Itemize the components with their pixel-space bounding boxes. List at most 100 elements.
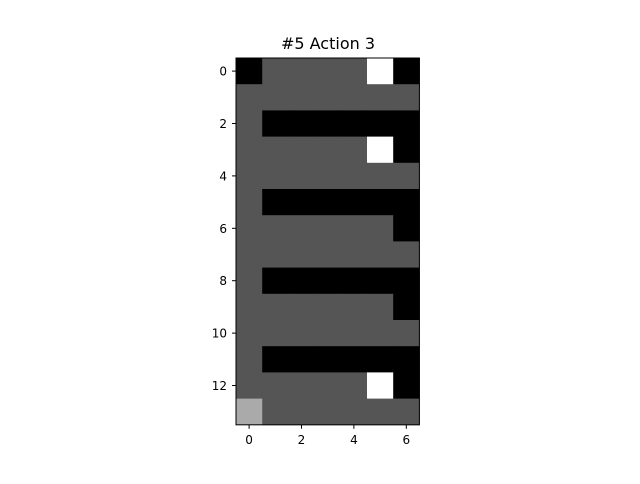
heatmap-cell-r11-c1 — [262, 346, 289, 373]
heatmap-cells — [236, 58, 420, 426]
heatmap-cell-r2-c1 — [262, 110, 289, 137]
y-tick-label-0: 0 — [219, 65, 227, 79]
heatmap-cell-r0-c6 — [393, 58, 420, 85]
heatmap-cell-r2-c3 — [314, 110, 342, 137]
heatmap-cell-r6-c3 — [314, 215, 342, 242]
heatmap-cell-r1-c3 — [314, 84, 342, 111]
heatmap-cell-r5-c5 — [367, 189, 394, 216]
x-tick-label-4: 4 — [350, 433, 358, 447]
heatmap-cell-r3-c6 — [393, 136, 420, 164]
heatmap-cell-r0-c4 — [340, 58, 368, 85]
heatmap-cell-r13-c4 — [340, 398, 368, 426]
heatmap-cell-r10-c5 — [367, 320, 394, 347]
heatmap-cell-r5-c3 — [314, 189, 342, 216]
heatmap-cell-r2-c2 — [288, 110, 315, 137]
heatmap-cell-r7-c0 — [236, 241, 263, 268]
heatmap-cell-r7-c5 — [367, 241, 394, 268]
heatmap-cell-r7-c4 — [340, 241, 368, 268]
heatmap-cell-r0-c1 — [262, 58, 289, 85]
y-tick-label-12: 12 — [212, 379, 227, 393]
heatmap-cell-r12-c6 — [393, 372, 420, 399]
plot-title: #5 Action 3 — [281, 34, 375, 53]
heatmap-cell-r13-c3 — [314, 398, 342, 426]
heatmap-cell-r3-c2 — [288, 136, 315, 164]
heatmap-cell-r11-c2 — [288, 346, 315, 373]
heatmap-cell-r1-c0 — [236, 84, 263, 111]
heatmap-cell-r13-c1 — [262, 398, 289, 426]
heatmap-cell-r11-c5 — [367, 346, 394, 373]
y-tick-label-4: 4 — [219, 169, 227, 183]
y-tick-label-2: 2 — [219, 117, 227, 131]
y-tick-label-8: 8 — [219, 274, 227, 288]
heatmap-cell-r8-c5 — [367, 267, 394, 295]
heatmap-cell-r9-c3 — [314, 293, 342, 321]
heatmap-cell-r8-c2 — [288, 267, 315, 295]
heatmap-cell-r6-c6 — [393, 215, 420, 242]
heatmap-cell-r3-c5 — [367, 136, 394, 164]
heatmap-cell-r10-c1 — [262, 320, 289, 347]
heatmap-cell-r9-c5 — [367, 293, 394, 321]
heatmap-cell-r4-c1 — [262, 162, 289, 190]
heatmap-cell-r8-c1 — [262, 267, 289, 295]
heatmap-cell-r0-c2 — [288, 58, 315, 85]
heatmap-cell-r2-c0 — [236, 110, 263, 137]
heatmap-cell-r6-c2 — [288, 215, 315, 242]
heatmap-cell-r4-c0 — [236, 162, 263, 190]
heatmap-cell-r10-c0 — [236, 320, 263, 347]
heatmap-cell-r10-c6 — [393, 320, 420, 347]
heatmap-cell-r9-c0 — [236, 293, 263, 321]
heatmap-cell-r6-c5 — [367, 215, 394, 242]
heatmap-cell-r6-c1 — [262, 215, 289, 242]
heatmap-cell-r10-c4 — [340, 320, 368, 347]
heatmap-cell-r7-c6 — [393, 241, 420, 268]
heatmap-cell-r3-c1 — [262, 136, 289, 164]
heatmap-cell-r3-c4 — [340, 136, 368, 164]
heatmap-cell-r13-c5 — [367, 398, 394, 426]
x-tick-label-0: 0 — [245, 433, 253, 447]
heatmap-cell-r1-c4 — [340, 84, 368, 111]
heatmap-cell-r5-c0 — [236, 189, 263, 216]
heatmap-cell-r3-c0 — [236, 136, 263, 164]
heatmap-cell-r8-c6 — [393, 267, 420, 295]
heatmap-cell-r11-c6 — [393, 346, 420, 373]
heatmap-cell-r7-c2 — [288, 241, 315, 268]
heatmap-cell-r5-c1 — [262, 189, 289, 216]
heatmap-cell-r1-c1 — [262, 84, 289, 111]
heatmap-cell-r12-c2 — [288, 372, 315, 399]
heatmap-cell-r13-c0 — [236, 398, 263, 426]
heatmap-cell-r2-c5 — [367, 110, 394, 137]
heatmap-cell-r2-c4 — [340, 110, 368, 137]
heatmap-cell-r12-c5 — [367, 372, 394, 399]
heatmap-cell-r0-c0 — [236, 58, 263, 85]
heatmap-cell-r1-c6 — [393, 84, 420, 111]
heatmap-cell-r12-c1 — [262, 372, 289, 399]
x-axis: 0 2 4 6 — [245, 424, 410, 447]
heatmap-cell-r8-c3 — [314, 267, 342, 295]
heatmap-cell-r10-c3 — [314, 320, 342, 347]
heatmap-cell-r11-c3 — [314, 346, 342, 373]
heatmap-cell-r13-c2 — [288, 398, 315, 426]
heatmap-cell-r10-c2 — [288, 320, 315, 347]
heatmap-cell-r9-c6 — [393, 293, 420, 321]
plot-frame — [235, 57, 420, 426]
heatmap-cell-r13-c6 — [393, 398, 420, 426]
y-axis: 0 2 4 6 8 10 12 — [212, 65, 236, 393]
heatmap-cell-r5-c2 — [288, 189, 315, 216]
heatmap-cell-r4-c4 — [340, 162, 368, 190]
heatmap-cell-r4-c6 — [393, 162, 420, 190]
heatmap-cell-r4-c5 — [367, 162, 394, 190]
heatmap-cell-r3-c3 — [314, 136, 342, 164]
y-tick-label-6: 6 — [219, 222, 227, 236]
heatmap-cell-r4-c2 — [288, 162, 315, 190]
heatmap-cell-r5-c4 — [340, 189, 368, 216]
heatmap-cell-r0-c5 — [367, 58, 394, 85]
heatmap-cell-r8-c0 — [236, 267, 263, 295]
heatmap-cell-r5-c6 — [393, 189, 420, 216]
heatmap-cell-r12-c4 — [340, 372, 368, 399]
heatmap-cell-r4-c3 — [314, 162, 342, 190]
heatmap-cell-r12-c0 — [236, 372, 263, 399]
heatmap-cell-r9-c2 — [288, 293, 315, 321]
heatmap-cell-r11-c0 — [236, 346, 263, 373]
heatmap-cell-r1-c2 — [288, 84, 315, 111]
